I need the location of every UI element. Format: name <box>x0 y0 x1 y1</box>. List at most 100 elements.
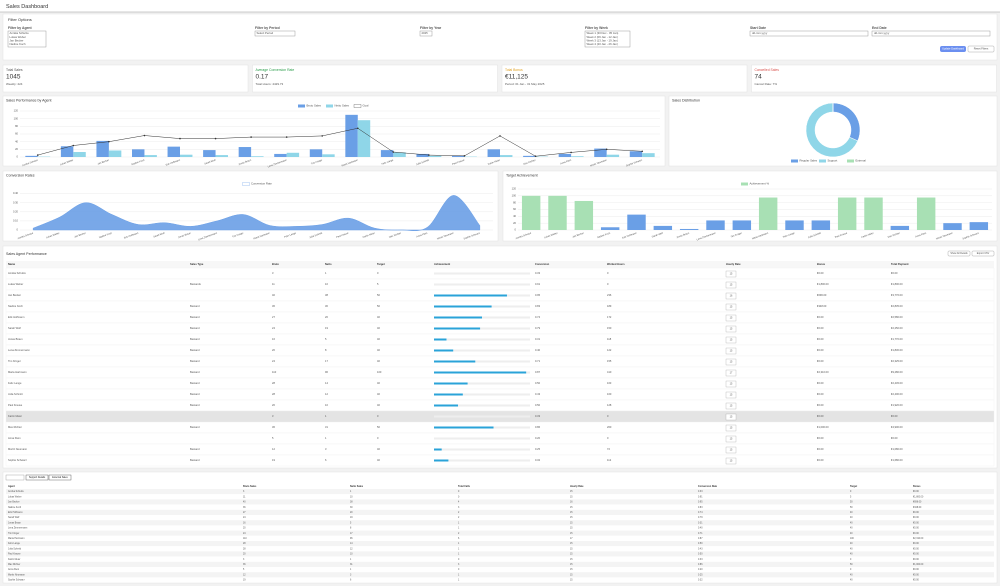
hourly-input[interactable] <box>725 413 737 421</box>
bar <box>203 150 216 157</box>
legend-label: Bruto Sales <box>307 104 322 108</box>
hourly-input[interactable] <box>725 281 737 289</box>
table-cell: 1 <box>325 436 327 440</box>
table2-cell: Katrin Meier <box>8 558 21 561</box>
line-point <box>392 151 395 153</box>
table-cell: €2,445.00 <box>891 381 903 385</box>
table-cell: 24 <box>272 326 275 330</box>
x-tick-label: Annika Schulze <box>22 158 39 167</box>
table-cell: €1,830.00 <box>891 348 903 352</box>
table-cell: 28 <box>272 381 275 385</box>
reset-button[interactable] <box>967 45 995 53</box>
search-input[interactable] <box>5 474 25 481</box>
week-select[interactable] <box>584 30 631 48</box>
x-tick-label: Sarah Wolf <box>204 159 216 166</box>
table2-cell: 15 <box>570 559 573 561</box>
progress-track <box>434 360 530 363</box>
table-cell: 0.87 <box>535 370 541 374</box>
table2-cell: 0 <box>850 491 852 493</box>
table-button[interactable] <box>947 250 971 257</box>
hourly-input[interactable] <box>725 446 737 454</box>
apply-button-text: Update Dashboard <box>942 47 964 51</box>
table2-cell: 15 <box>570 512 573 514</box>
end-date[interactable] <box>871 30 991 37</box>
panel <box>2 64 249 93</box>
x-tick-label: Tim Krüger <box>232 232 244 239</box>
table2-cell: 0.79 <box>698 517 703 519</box>
table-cell: 0.33 <box>535 271 541 275</box>
table-cell: 0.50 <box>535 403 541 407</box>
table2-cell: 40 <box>850 548 853 550</box>
table2-cell: 40 <box>850 543 853 545</box>
table2-cell: 1 <box>458 543 460 545</box>
table-cell: 6 <box>325 458 327 462</box>
bar <box>357 120 371 157</box>
table2-cell: 0.40 <box>698 528 703 530</box>
hourly-input[interactable] <box>725 292 737 300</box>
year-select[interactable] <box>419 30 433 37</box>
progress-track <box>434 459 530 462</box>
progress-track <box>434 393 530 396</box>
table-button[interactable] <box>971 250 995 257</box>
progress-track <box>434 349 530 352</box>
reset-button-text: Reset Filters <box>974 47 989 51</box>
hourly-input[interactable] <box>725 457 737 465</box>
table-cell: Maria Hartmann <box>8 370 27 374</box>
page-title: Sales Dashboard <box>6 4 48 10</box>
table2-cell: 15 <box>570 554 573 556</box>
table-cell: 27 <box>272 315 275 319</box>
table-cell: €1,770.00 <box>891 337 903 341</box>
bar <box>73 152 86 157</box>
table-cell: €0.00 <box>817 337 824 341</box>
hourly-input[interactable] <box>725 358 737 366</box>
hourly-input[interactable] <box>725 303 737 311</box>
table2-header: Bonus <box>913 485 921 488</box>
table2-cell: €0.00 <box>913 554 919 556</box>
hourly-input[interactable] <box>725 369 737 377</box>
bar <box>25 155 38 157</box>
hourly-input[interactable] <box>725 391 737 399</box>
hourly-input[interactable] <box>725 325 737 333</box>
hourly-input[interactable] <box>725 314 737 322</box>
table-cell: 40 <box>377 359 380 363</box>
hourly-input[interactable] <box>725 402 737 410</box>
hourly-input[interactable] <box>725 270 737 278</box>
table-cell: Moritz Neumann <box>8 447 28 451</box>
apply-button[interactable] <box>940 46 966 52</box>
table2-cell: 3 <box>458 564 460 566</box>
hourly-input[interactable] <box>725 424 737 432</box>
table2-cell: Nadine Koch <box>8 507 22 509</box>
table2-button[interactable] <box>25 474 49 481</box>
table2-cell: Jan Becker <box>8 501 20 504</box>
y-tick-label: 0.30 <box>13 200 19 204</box>
table2-cell: Sarah Wolf <box>8 516 20 519</box>
progress-track <box>434 272 530 275</box>
agent-select[interactable] <box>7 30 47 48</box>
hourly-input[interactable] <box>725 336 737 344</box>
y-tick-label: 60 <box>15 132 18 136</box>
progress-bar <box>434 349 454 352</box>
y-tick-label: 20 <box>15 147 18 151</box>
line-point <box>605 148 608 151</box>
table2-button[interactable] <box>48 474 72 481</box>
progress-bar <box>434 448 442 451</box>
progress-track <box>434 338 530 341</box>
period-select[interactable] <box>254 30 296 37</box>
x-tick-label: Katrin Meier <box>861 232 874 239</box>
table-cell: €1,800.00 <box>891 282 903 286</box>
bar <box>571 156 584 157</box>
start-date[interactable] <box>749 30 869 37</box>
legend-label: Netto Sales <box>335 104 350 108</box>
table-cell: €0.00 <box>817 392 824 396</box>
x-tick-label: Maria Hartmann <box>341 158 359 167</box>
bar <box>108 150 122 157</box>
table-cell: €348.00 <box>817 304 827 308</box>
table2-cell: 20 <box>243 554 246 556</box>
legend-swatch <box>353 104 362 108</box>
table2-row <box>6 556 994 562</box>
table2-cell: 1 <box>350 491 352 493</box>
hourly-input[interactable] <box>725 347 737 355</box>
hourly-input[interactable] <box>725 435 737 443</box>
hourly-input[interactable] <box>725 380 737 388</box>
table-cell: 38 <box>325 293 328 297</box>
